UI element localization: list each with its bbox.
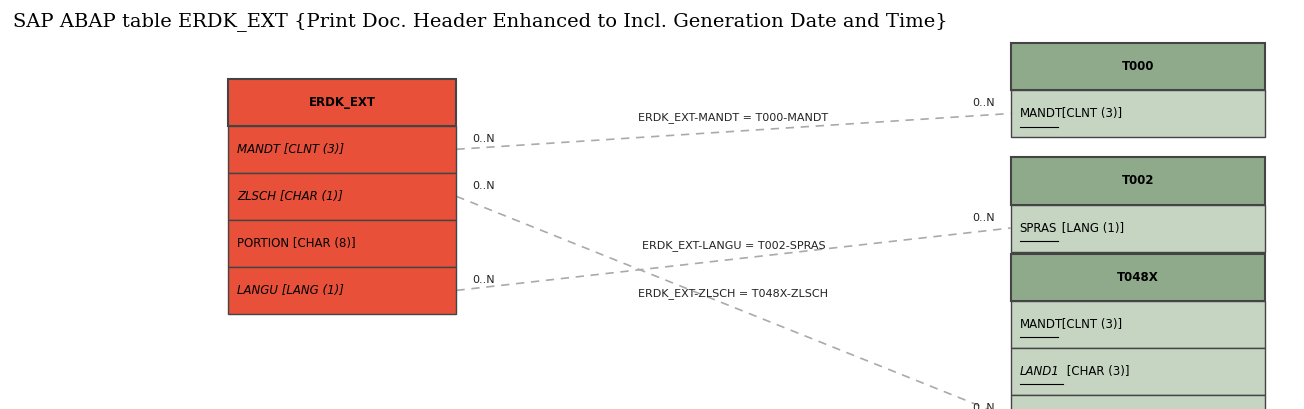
Text: MANDT [CLNT (3)]: MANDT [CLNT (3)] [237, 143, 344, 156]
Bar [1011, 254, 1265, 301]
Text: 0..N: 0..N [973, 213, 995, 223]
Text: ERDK_EXT-MANDT = T000-MANDT: ERDK_EXT-MANDT = T000-MANDT [639, 112, 828, 123]
Text: MANDT: MANDT [1020, 107, 1063, 120]
Bar [228, 173, 456, 220]
Text: [LANG (1)]: [LANG (1)] [1058, 222, 1124, 234]
Bar [1011, 395, 1265, 409]
Text: T048X: T048X [1116, 271, 1159, 283]
Text: 0..N: 0..N [472, 275, 494, 285]
Text: [CLNT (3)]: [CLNT (3)] [1058, 318, 1121, 330]
Bar [1011, 157, 1265, 204]
Text: ZLSCH [CHAR (1)]: ZLSCH [CHAR (1)] [237, 190, 343, 203]
Bar [1011, 348, 1265, 395]
Text: LANGU [LANG (1)]: LANGU [LANG (1)] [237, 284, 344, 297]
Text: ERDK_EXT-ZLSCH = T048X-ZLSCH: ERDK_EXT-ZLSCH = T048X-ZLSCH [639, 288, 828, 299]
Text: 0..N: 0..N [973, 403, 995, 409]
Text: [CLNT (3)]: [CLNT (3)] [1058, 107, 1121, 120]
Text: ERDK_EXT-LANGU = T002-SPRAS: ERDK_EXT-LANGU = T002-SPRAS [642, 240, 825, 251]
Bar [1011, 301, 1265, 348]
Text: T000: T000 [1121, 60, 1154, 73]
Bar [1011, 43, 1265, 90]
Text: 0..N: 0..N [472, 134, 494, 144]
Bar [228, 126, 456, 173]
Text: SAP ABAP table ERDK_EXT {Print Doc. Header Enhanced to Incl. Generation Date and: SAP ABAP table ERDK_EXT {Print Doc. Head… [13, 12, 948, 31]
Text: T002: T002 [1121, 175, 1154, 187]
Bar [228, 220, 456, 267]
Text: SPRAS: SPRAS [1020, 222, 1058, 234]
Text: 0..N: 0..N [472, 181, 494, 191]
Text: ERDK_EXT: ERDK_EXT [309, 96, 376, 109]
Text: PORTION [CHAR (8)]: PORTION [CHAR (8)] [237, 237, 356, 250]
Text: MANDT: MANDT [1020, 318, 1063, 330]
Bar [1011, 204, 1265, 252]
Bar [1011, 90, 1265, 137]
Bar [228, 79, 456, 126]
Bar [228, 267, 456, 314]
Text: 0..N: 0..N [973, 98, 995, 108]
Text: LAND1: LAND1 [1020, 365, 1059, 378]
Text: [CHAR (3)]: [CHAR (3)] [1063, 365, 1129, 378]
